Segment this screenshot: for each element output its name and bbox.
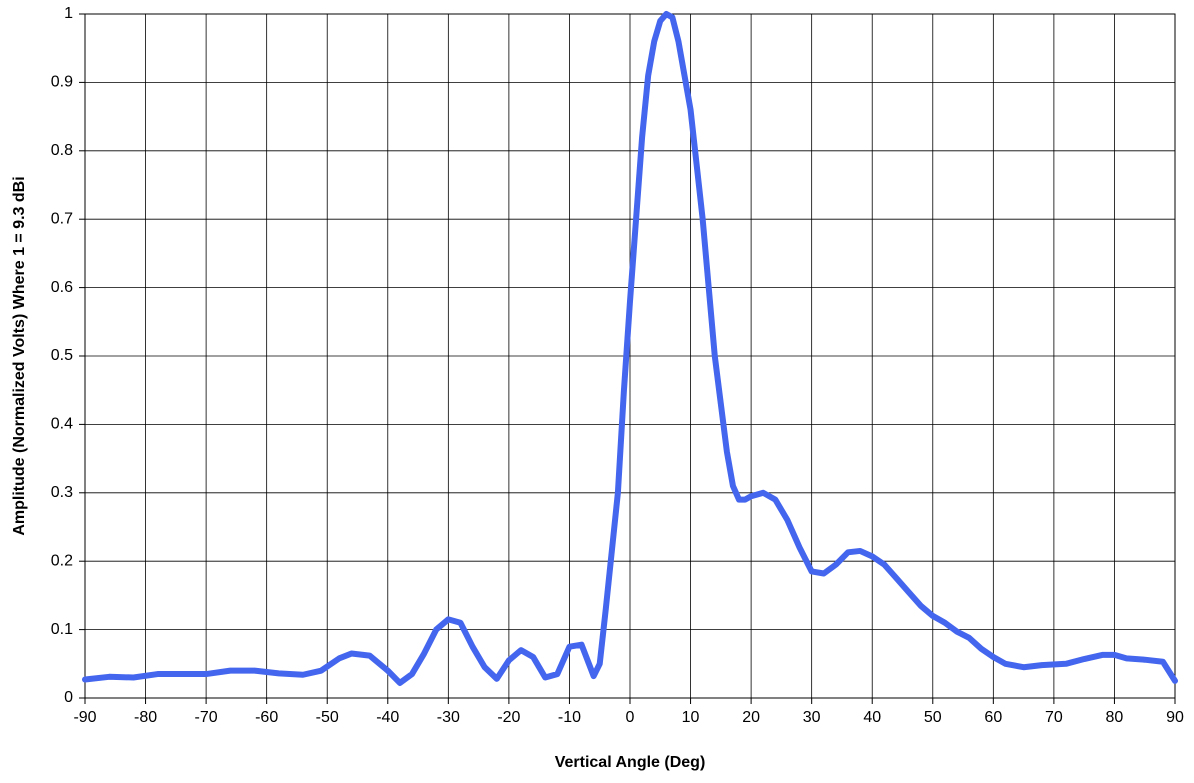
y-tick-label: 0.8 — [51, 142, 73, 159]
x-tick-label: 50 — [924, 709, 942, 726]
x-tick-label: 70 — [1045, 709, 1063, 726]
x-tick-label: 40 — [863, 709, 881, 726]
x-tick-label: 80 — [1106, 709, 1124, 726]
y-axis-title: Amplitude (Normalized Volts) Where 1 = 9… — [11, 176, 28, 535]
x-axis-title: Vertical Angle (Deg) — [555, 754, 706, 771]
x-tick-label: 0 — [626, 709, 635, 726]
y-tick-label: 0.6 — [51, 279, 73, 296]
x-tick-label: -90 — [73, 709, 96, 726]
x-tick-label: 20 — [742, 709, 760, 726]
y-tick-label: 0.1 — [51, 621, 73, 638]
x-tick-label: -10 — [558, 709, 581, 726]
x-tick-label: 10 — [682, 709, 700, 726]
x-tick-label: -40 — [376, 709, 399, 726]
y-tick-label: 0.5 — [51, 347, 73, 364]
x-tick-label: -80 — [134, 709, 157, 726]
x-tick-label: -70 — [195, 709, 218, 726]
x-tick-label: -50 — [316, 709, 339, 726]
y-tick-label: 1 — [64, 5, 73, 22]
x-tick-label: 60 — [984, 709, 1002, 726]
plot-frame — [84, 13, 1176, 699]
y-tick-label: 0.3 — [51, 484, 73, 501]
data-line — [82, 11, 1178, 686]
x-tick-label: 90 — [1166, 709, 1184, 726]
x-tick-label: -60 — [255, 709, 278, 726]
y-tick-label: 0.2 — [51, 552, 73, 569]
x-tick-label: -20 — [497, 709, 520, 726]
x-tick-label: 30 — [803, 709, 821, 726]
y-tick-label: 0.4 — [51, 416, 73, 433]
x-tick-label: -30 — [437, 709, 460, 726]
y-tick-label: 0.9 — [51, 74, 73, 91]
y-tick-label: 0.7 — [51, 210, 73, 227]
y-tick-label: 0 — [64, 689, 73, 706]
